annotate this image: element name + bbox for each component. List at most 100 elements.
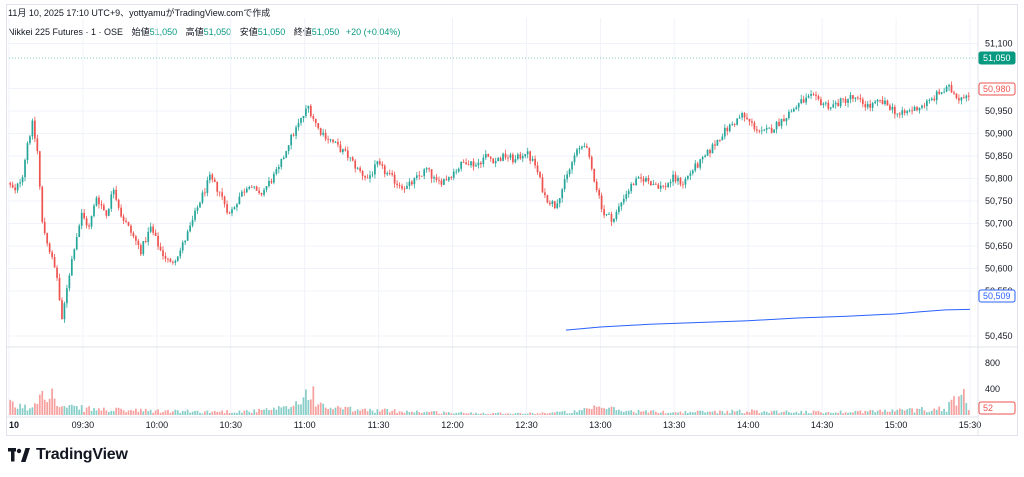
candle-body	[521, 156, 524, 159]
volume-bar	[70, 404, 73, 415]
candle-body	[435, 177, 438, 180]
symbol-name[interactable]: Nikkei 225 Futures · 1 · OSE	[8, 27, 124, 37]
volume-bar	[68, 405, 71, 415]
candle-body	[103, 205, 105, 211]
volume-bar	[342, 409, 344, 415]
volume-bar	[758, 413, 761, 415]
candle-body	[869, 103, 872, 108]
price-chart[interactable]: 51,10051,00050,95050,90050,85050,80050,7…	[0, 0, 1024, 440]
volume-bar	[763, 411, 766, 415]
volume-bar	[608, 407, 610, 415]
volume-bar	[115, 407, 118, 415]
candle-body	[916, 107, 918, 111]
volume-bar	[723, 413, 726, 415]
candle-body	[164, 256, 167, 259]
low-value: 51,050	[257, 27, 286, 37]
volume-bar	[516, 412, 519, 415]
volume-bar	[53, 398, 56, 415]
volume-bar	[935, 409, 938, 415]
volume-bar	[411, 411, 413, 415]
volume-bar	[497, 412, 499, 415]
volume-bar	[125, 412, 127, 415]
candle-body	[866, 103, 869, 108]
time-tick-label: 15:00	[885, 420, 908, 430]
candle-body	[58, 277, 61, 301]
volume-bar	[714, 410, 716, 415]
tradingview-logo[interactable]: TradingView	[8, 446, 128, 464]
volume-bar	[455, 412, 458, 415]
volume-bar	[622, 412, 625, 415]
candle-body	[721, 136, 724, 141]
candle-body	[938, 91, 941, 94]
candle-body	[208, 174, 211, 181]
volume-bar	[292, 405, 295, 415]
candle-body	[573, 155, 576, 163]
volume-bar	[265, 408, 268, 415]
candle-body	[583, 146, 586, 147]
volume-bar	[613, 407, 615, 415]
moving-average-line	[565, 308, 971, 331]
candle-body	[428, 168, 430, 170]
volume-bar	[861, 413, 864, 415]
volume-bar	[930, 410, 933, 415]
volume-bar	[842, 413, 844, 415]
candle-body	[125, 220, 127, 222]
price-tick-label: 50,800	[985, 174, 1013, 184]
volume-bar	[117, 407, 120, 415]
candle-body	[677, 177, 679, 182]
candle-body	[502, 153, 504, 161]
volume-bar	[812, 410, 815, 415]
candle-body	[327, 139, 329, 141]
candle-body	[482, 157, 485, 165]
volume-bar	[211, 411, 214, 415]
last-price-badge-box	[978, 51, 1016, 65]
volume-bar	[686, 412, 689, 415]
volume-bar	[403, 412, 406, 415]
candle-body	[556, 203, 559, 209]
price-tick-label: 50,700	[985, 219, 1013, 229]
candle-body	[135, 236, 137, 241]
candle-body	[93, 205, 95, 217]
volume-bar	[605, 409, 608, 415]
candle-body	[391, 173, 394, 175]
candle-body	[701, 157, 704, 160]
volume-bar	[625, 410, 628, 415]
time-tick-label: 10:30	[220, 420, 243, 430]
candle-body	[452, 171, 455, 178]
volume-bar	[423, 412, 426, 415]
volume-bar	[765, 411, 768, 415]
candle-body	[664, 186, 667, 187]
volume-bar	[16, 408, 19, 415]
volume-bar	[48, 398, 51, 415]
candle-body	[618, 206, 620, 212]
volume-bar	[576, 412, 578, 415]
volume-bar	[852, 412, 854, 415]
candle-body	[669, 181, 672, 184]
symbol-legend[interactable]: Nikkei 225 Futures · 1 · OSE 始値51,050 高値…	[8, 25, 400, 38]
price-tick-label: 50,850	[985, 151, 1013, 161]
candle-body	[797, 103, 800, 108]
candle-body	[832, 104, 835, 108]
candle-body	[218, 191, 221, 193]
volume-bar	[440, 413, 443, 415]
volume-bar	[795, 411, 798, 415]
volume-bar	[489, 414, 492, 415]
volume-bar	[773, 410, 775, 415]
volume-bar	[635, 413, 637, 415]
candle-body	[443, 179, 445, 185]
candle-body	[95, 197, 98, 206]
candle-body	[958, 98, 960, 101]
volume-bar	[780, 412, 783, 415]
volume-bar	[913, 412, 916, 415]
volume-bar	[386, 408, 389, 415]
candle-body	[467, 164, 470, 166]
candle-body	[83, 212, 86, 219]
volume-bar	[388, 412, 391, 415]
volume-bar	[590, 409, 593, 415]
candle-body	[822, 103, 825, 106]
candle-body	[277, 166, 280, 170]
volume-bar	[901, 409, 904, 415]
candle-body	[201, 192, 204, 203]
price-tick-label: 50,450	[985, 331, 1013, 341]
volume-bar	[827, 411, 830, 415]
